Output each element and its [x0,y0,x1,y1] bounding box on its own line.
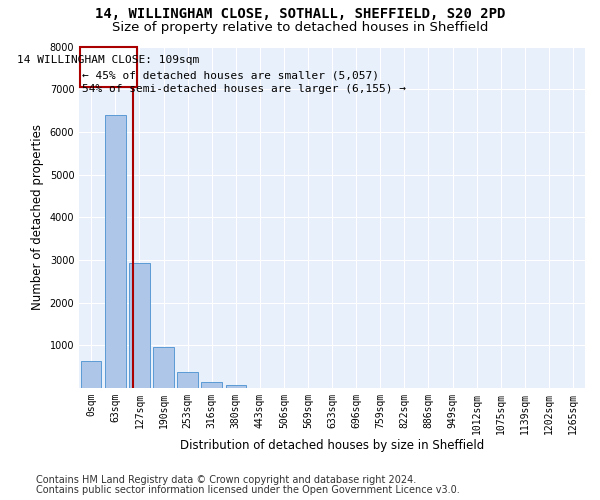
Text: 14, WILLINGHAM CLOSE, SOTHALL, SHEFFIELD, S20 2PD: 14, WILLINGHAM CLOSE, SOTHALL, SHEFFIELD… [95,8,505,22]
Text: 54% of semi-detached houses are larger (6,155) →: 54% of semi-detached houses are larger (… [82,84,406,94]
Text: ← 45% of detached houses are smaller (5,057): ← 45% of detached houses are smaller (5,… [82,71,379,81]
Bar [81,362,101,388]
Text: Size of property relative to detached houses in Sheffield: Size of property relative to detached ho… [112,21,488,34]
Text: Contains HM Land Registry data © Crown copyright and database right 2024.: Contains HM Land Registry data © Crown c… [36,475,416,485]
Bar [202,382,222,388]
Bar [153,347,174,388]
Y-axis label: Number of detached properties: Number of detached properties [31,124,44,310]
Bar [105,115,125,388]
Bar [178,372,198,388]
Text: Contains public sector information licensed under the Open Government Licence v3: Contains public sector information licen… [36,485,460,495]
Bar [226,384,246,388]
X-axis label: Distribution of detached houses by size in Sheffield: Distribution of detached houses by size … [180,440,484,452]
Text: 14 WILLINGHAM CLOSE: 109sqm: 14 WILLINGHAM CLOSE: 109sqm [17,56,200,66]
Bar [129,264,149,388]
Bar [80,47,137,87]
